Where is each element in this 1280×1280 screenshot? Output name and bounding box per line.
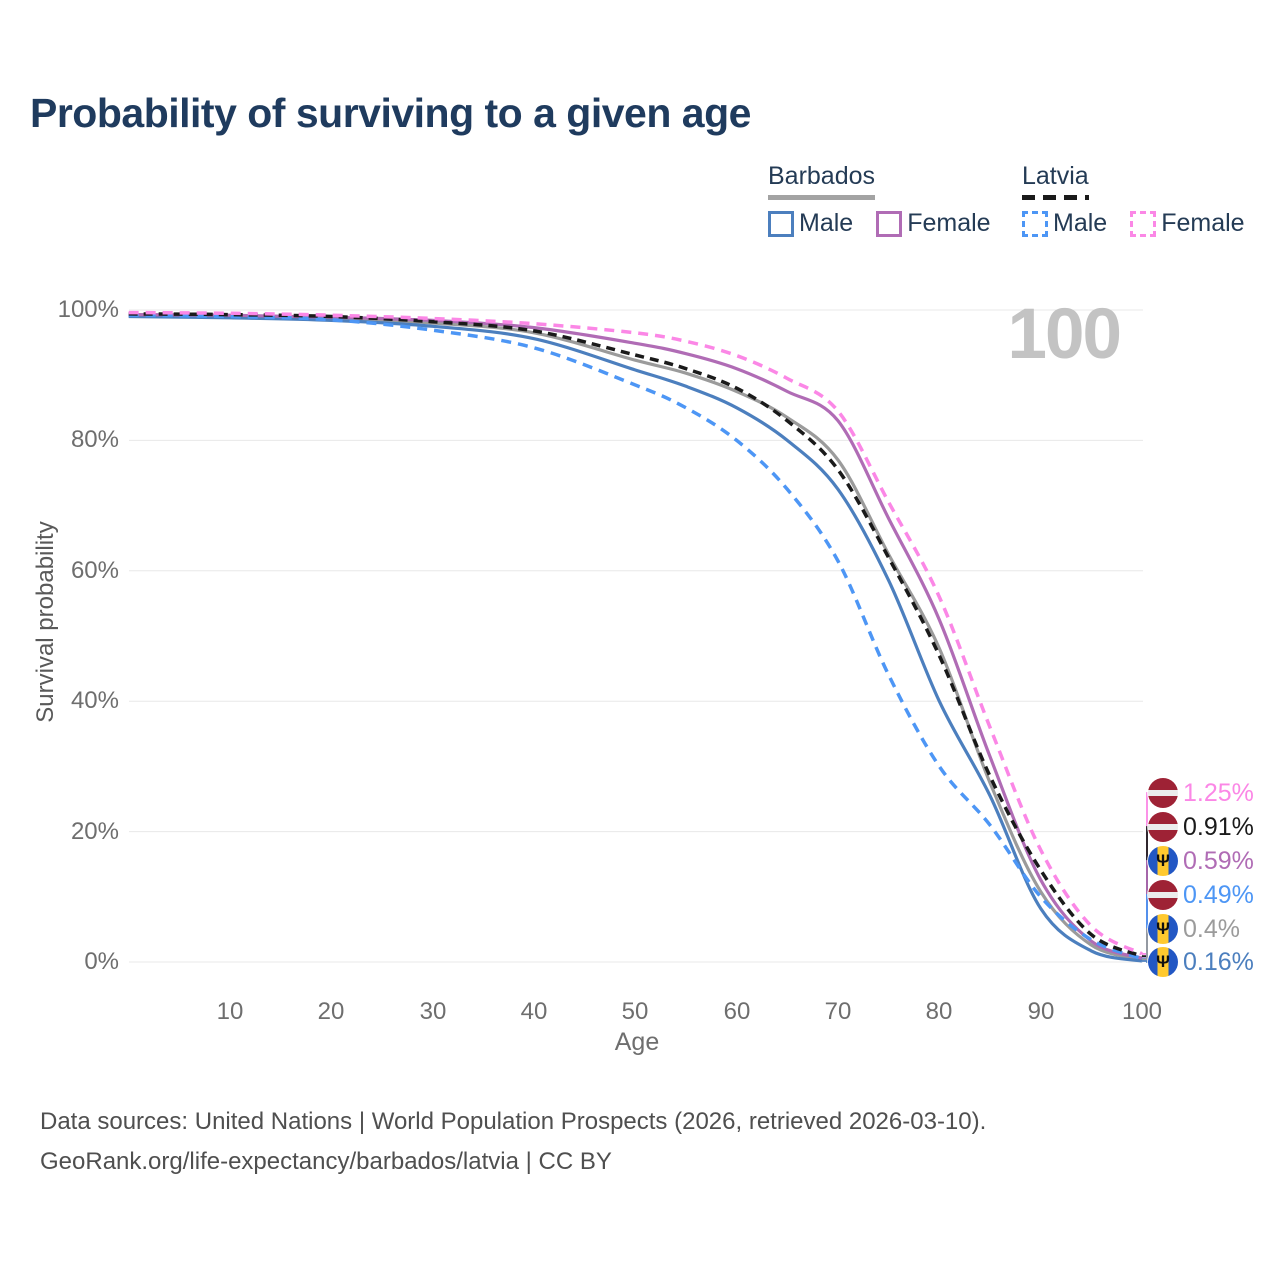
barbados-female-swatch-icon [876, 210, 903, 237]
latvia-flag-icon [1148, 778, 1178, 808]
end-label-value: 0.16% [1183, 947, 1254, 976]
x-tick-label: 20 [317, 998, 345, 1025]
legend-item-barbados-female[interactable]: Female [876, 209, 991, 238]
legend-item-label: Female [1161, 209, 1245, 237]
end-label-row: 0.91% [1148, 811, 1254, 843]
footer-attribution: GeoRank.org/life-expectancy/barbados/lat… [40, 1148, 612, 1175]
barbados-flag-icon [1148, 914, 1178, 944]
legend-item-latvia-male[interactable]: Male [1022, 209, 1107, 238]
end-label-value: 0.91% [1183, 812, 1254, 841]
x-tick-label: 50 [621, 998, 649, 1025]
end-label-row: 1.25% [1148, 777, 1254, 809]
latvia-flag-icon [1148, 812, 1178, 842]
curve-latvia_total [128, 312, 1143, 958]
latvia-male-swatch-icon [1022, 210, 1048, 237]
x-tick-label: 80 [925, 998, 953, 1025]
barbados-series-swatch-icon [768, 195, 876, 200]
age-counter-watermark: 100 [1007, 295, 1122, 374]
page-title: Probability of surviving to a given age [30, 90, 751, 136]
legend-item-label: Male [1053, 209, 1108, 237]
x-tick-label: 30 [419, 998, 447, 1025]
x-tick-label: 70 [824, 998, 852, 1025]
latvia-flag-icon [1148, 880, 1178, 910]
x-tick-label: 100 [1121, 998, 1163, 1025]
x-tick-label: 60 [723, 998, 751, 1025]
barbados-male-swatch-icon [768, 210, 794, 237]
end-label-row: 0.4% [1148, 913, 1240, 945]
legend-item-barbados-male[interactable]: Male [768, 209, 853, 238]
legend-item-label: Male [799, 209, 854, 237]
legend-group-barbados: Barbados Male Female [768, 162, 1014, 238]
barbados-flag-icon [1148, 947, 1178, 977]
y-tick-label: 20% [70, 818, 119, 845]
end-label-value: 1.25% [1183, 778, 1254, 807]
curve-barbados_total [128, 314, 1143, 961]
legend-group-title-latvia: Latvia [1022, 162, 1089, 190]
x-tick-label: 40 [520, 998, 548, 1025]
end-label-row: 0.49% [1148, 879, 1254, 911]
y-tick-label: 40% [70, 687, 119, 714]
x-tick-label: 90 [1027, 998, 1055, 1025]
end-label-row: 0.16% [1148, 946, 1254, 978]
y-tick-label: 60% [70, 557, 119, 584]
latvia-female-swatch-icon [1130, 210, 1157, 237]
footer-data-sources: Data sources: United Nations | World Pop… [40, 1108, 987, 1135]
end-label-value: 0.59% [1183, 846, 1254, 875]
curve-barbados_male [128, 314, 1143, 963]
x-axis-title: Age [614, 1028, 660, 1056]
curve-barbados_female [128, 313, 1143, 960]
y-tick-label: 0% [84, 948, 119, 975]
end-label-value: 0.49% [1183, 880, 1254, 909]
end-label-value: 0.4% [1183, 914, 1240, 943]
x-tick-label: 10 [216, 998, 244, 1025]
y-tick-label: 80% [70, 426, 119, 453]
y-tick-label: 100% [57, 296, 119, 323]
legend-item-label: Female [907, 209, 991, 237]
curve-latvia_male [128, 313, 1143, 961]
end-label-row: 0.59% [1148, 845, 1254, 877]
curve-latvia_female [128, 310, 1143, 956]
legend-group-latvia: Latvia Male Female [1022, 162, 1268, 238]
latvia-series-swatch-icon [1022, 195, 1089, 200]
legend-group-title-barbados: Barbados [768, 162, 876, 190]
barbados-flag-icon [1148, 846, 1178, 876]
legend-item-latvia-female[interactable]: Female [1130, 209, 1245, 238]
